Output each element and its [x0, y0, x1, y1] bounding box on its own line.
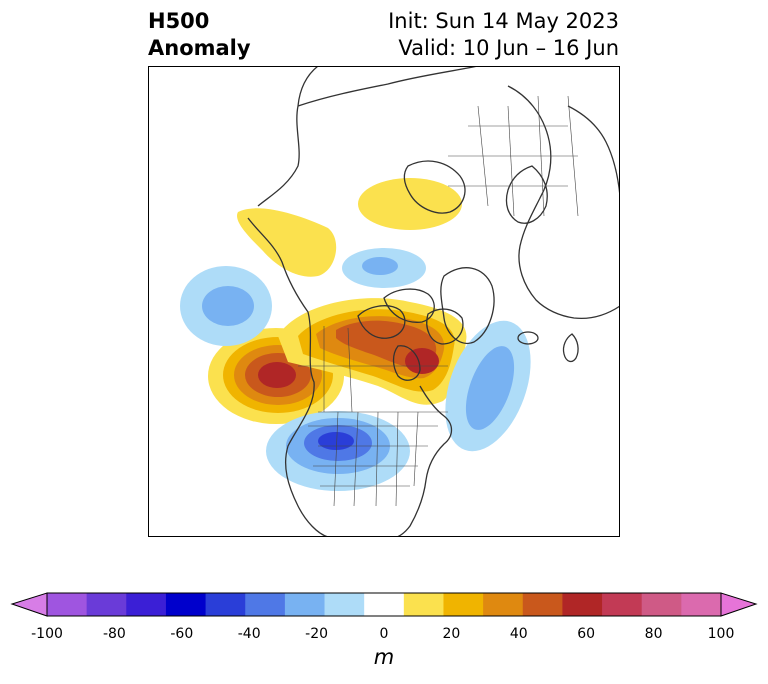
colorbar-tick-label: 60 [577, 626, 596, 642]
colorbar-segment [483, 593, 524, 616]
pacific-high-core [258, 362, 296, 388]
colorbar-segment [403, 593, 444, 616]
negative-anomalies [180, 248, 531, 491]
colorbar-segment [681, 593, 722, 616]
colorbar-segment [364, 593, 405, 616]
title-type: Anomaly [148, 36, 251, 60]
colorbar-segment [324, 593, 365, 616]
canada-high-core [405, 348, 439, 374]
colorbar-tick-label: -100 [31, 626, 63, 642]
colorbar-tick-label: -60 [170, 626, 194, 642]
anomaly-map [148, 66, 620, 537]
colorbar-tick-label: -20 [305, 626, 329, 642]
colorbar-min-arrow [10, 592, 48, 617]
colorbar-tick-label: 20 [442, 626, 461, 642]
chart-title-right: Init: Sun 14 May 2023 Valid: 10 Jun – 16… [388, 8, 619, 62]
colorbar-unit-label: m [373, 645, 395, 669]
colorbar [10, 592, 758, 617]
colorbar-segment [522, 593, 563, 616]
positive-anomalies [208, 178, 467, 424]
colorbar-segment [86, 593, 127, 616]
colorbar-segment [165, 593, 207, 616]
colorbar-segment [284, 593, 326, 616]
init-date: Init: Sun 14 May 2023 [388, 9, 619, 33]
colorbar-tick-label: 80 [644, 626, 663, 642]
colorbar-tick-label: -80 [102, 626, 126, 642]
colorbar-segment [641, 593, 682, 616]
colorbar-tick-label: -40 [237, 626, 261, 642]
borders [298, 95, 579, 507]
colorbar-segment [245, 593, 286, 616]
colorbar-segment [205, 593, 246, 616]
colorbar-segment [562, 593, 603, 616]
colorbar-tick-label: 0 [379, 626, 389, 642]
chart-title-left: H500 Anomaly [148, 8, 251, 62]
title-variable: H500 [148, 9, 210, 33]
yukon-high-20 [237, 208, 337, 277]
arctic-high-20 [358, 178, 462, 230]
colorbar-segment [443, 593, 484, 616]
colorbar-tick-label: 40 [509, 626, 528, 642]
map-border [148, 66, 620, 537]
us-low-core [318, 432, 354, 450]
colorbar-max-arrow [720, 592, 758, 617]
colorbar-tick-label: 100 [707, 626, 735, 642]
colorbar-segment [47, 593, 88, 616]
colorbar-segment [602, 593, 643, 616]
colorbar-segment [126, 593, 167, 616]
valid-range: Valid: 10 Jun – 16 Jun [398, 36, 619, 60]
coastlines [247, 66, 620, 537]
